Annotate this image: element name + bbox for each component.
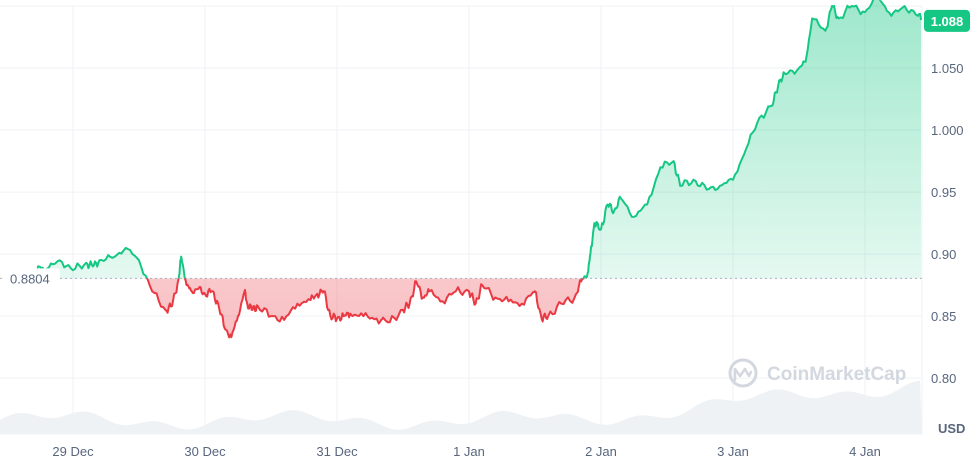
coinmarketcap-logo-icon (728, 358, 758, 388)
y-tick-label: 1.000 (931, 123, 964, 138)
y-axis-unit: USD (938, 421, 965, 436)
x-tick-label: 2 Jan (585, 444, 617, 459)
y-tick-label: 0.95 (931, 185, 956, 200)
x-tick-label: 3 Jan (717, 444, 749, 459)
x-tick-label: 31 Dec (316, 444, 358, 459)
price-line-below-baseline (26, 278, 585, 339)
current-price-label: 1.088 (931, 14, 964, 29)
price-line-above-baseline (26, 0, 922, 279)
x-tick-label: 4 Jan (849, 444, 881, 459)
y-tick-label: 0.80 (931, 371, 956, 386)
y-tick-label: 0.85 (931, 309, 956, 324)
baseline-price-badge: 0.8804 (4, 268, 60, 289)
current-price-badge: 1.088 (924, 9, 970, 32)
y-axis: 0.80 0.85 0.90 0.95 1.000 1.050 (931, 61, 964, 386)
price-area-above-baseline (26, 0, 922, 279)
x-axis: 29 Dec 30 Dec 31 Dec 1 Jan 2 Jan 3 Jan 4 Jan (52, 444, 881, 459)
y-tick-label: 1.050 (931, 61, 964, 76)
volume-area (0, 380, 922, 434)
y-tick-label: 0.90 (931, 247, 956, 262)
coinmarketcap-watermark: CoinMarketCap (728, 358, 906, 388)
watermark-text: CoinMarketCap (767, 364, 906, 385)
x-tick-label: 30 Dec (184, 444, 226, 459)
baseline-price-label: 0.8804 (10, 271, 50, 286)
x-tick-label: 1 Jan (453, 444, 485, 459)
x-tick-label: 29 Dec (52, 444, 94, 459)
price-area-below-baseline (27, 278, 584, 338)
